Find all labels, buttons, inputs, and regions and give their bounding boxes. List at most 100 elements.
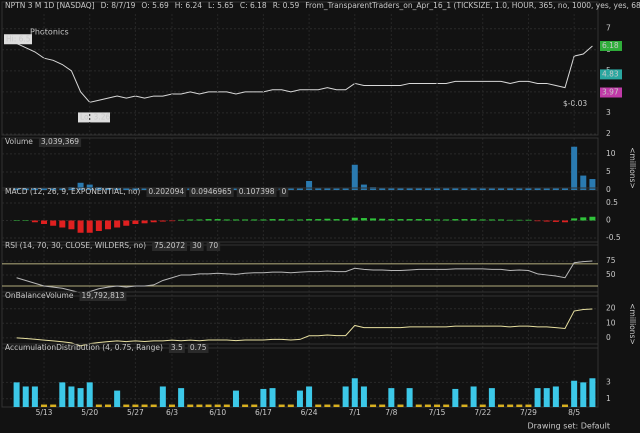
x-tick-label: 5/13 (36, 408, 53, 417)
bar (552, 188, 559, 190)
bar (214, 404, 221, 407)
bar (580, 382, 587, 407)
bar (461, 404, 468, 407)
info: L: 5.65 (208, 1, 234, 10)
bar (196, 404, 203, 407)
bar (388, 388, 395, 407)
bar (333, 188, 340, 190)
panel (1, 187, 599, 246)
readout-box (187, 344, 209, 353)
bar (296, 219, 303, 221)
bar (315, 219, 322, 221)
bar (132, 220, 139, 224)
bar (114, 220, 121, 228)
bar (196, 219, 203, 221)
series-line (16, 43, 593, 103)
bar (443, 404, 450, 407)
bar (333, 219, 340, 221)
readout: 0.0946965 (191, 187, 232, 196)
bar (205, 404, 212, 407)
readout: 30 (192, 241, 202, 250)
readout-box (38, 138, 82, 147)
bar (178, 388, 185, 407)
bar (580, 175, 587, 190)
bar (479, 188, 486, 190)
bar (379, 404, 386, 407)
x-tick-label: 7/8 (385, 408, 397, 417)
readout-box (79, 292, 127, 301)
bar (406, 219, 413, 221)
panel-title: Volume (5, 137, 33, 146)
readout: 19,792,813 (81, 291, 124, 300)
bar (571, 218, 578, 221)
bar (123, 188, 130, 190)
bar (415, 188, 422, 190)
bar (159, 220, 166, 222)
x-tick-label: 6/3 (166, 408, 178, 417)
bar (562, 220, 568, 223)
bar (232, 188, 239, 190)
bar (470, 188, 477, 190)
bar (571, 380, 578, 407)
bar (306, 219, 313, 221)
bar (141, 220, 148, 224)
bar (242, 404, 249, 407)
bar (360, 386, 367, 407)
bar (360, 218, 367, 221)
bar (534, 388, 541, 407)
bar (397, 404, 404, 407)
y-tick-label: 7 (606, 24, 611, 33)
watermark: Photonics (30, 28, 69, 37)
bar (232, 390, 239, 407)
bar (95, 187, 102, 190)
bar (543, 188, 550, 190)
bar (187, 219, 194, 221)
y-tick-label: 0 (606, 185, 611, 194)
panel (1, 1, 599, 136)
bar (68, 386, 75, 407)
bar (315, 404, 322, 407)
readout: 0.202094 (148, 187, 184, 196)
bar (114, 188, 121, 190)
bar (342, 219, 349, 221)
bar (223, 404, 230, 407)
x-tick-label: 8/5 (568, 408, 580, 417)
bar (13, 187, 20, 190)
bar (488, 219, 495, 221)
bar (50, 188, 57, 190)
x-tick-label: 6/10 (209, 408, 226, 417)
bar (187, 404, 194, 407)
y-tick-label: 5 (606, 167, 611, 176)
unit: <millions> (628, 303, 637, 344)
readout-box (189, 188, 234, 197)
bar (370, 218, 377, 221)
bar (589, 179, 596, 190)
bar (498, 404, 505, 407)
bar (95, 220, 102, 231)
readout-box (206, 242, 221, 251)
bar (406, 388, 413, 407)
bar (534, 188, 541, 190)
y-tick-label: 75 (606, 256, 616, 265)
bar (342, 386, 349, 407)
bar (168, 220, 175, 222)
x-tick-label: 7/22 (474, 408, 491, 417)
bar (351, 164, 358, 190)
hi-box (4, 34, 32, 45)
readout: 0 (282, 187, 287, 196)
x-tick-label: 5/27 (127, 408, 144, 417)
bar (580, 217, 587, 221)
y-tick-label: 0 (606, 216, 611, 225)
bar (434, 188, 441, 190)
series-line (16, 260, 593, 294)
info: R: 0.59 (273, 1, 300, 10)
bar (269, 219, 276, 221)
bar (415, 404, 422, 407)
bar (452, 188, 459, 190)
bar (242, 219, 249, 221)
bar (59, 187, 66, 190)
bar (22, 386, 29, 407)
bar (552, 386, 559, 407)
panel-title: MACD (12, 26, 9, EXPONENTIAL, no) (5, 187, 140, 196)
bar (105, 187, 111, 190)
